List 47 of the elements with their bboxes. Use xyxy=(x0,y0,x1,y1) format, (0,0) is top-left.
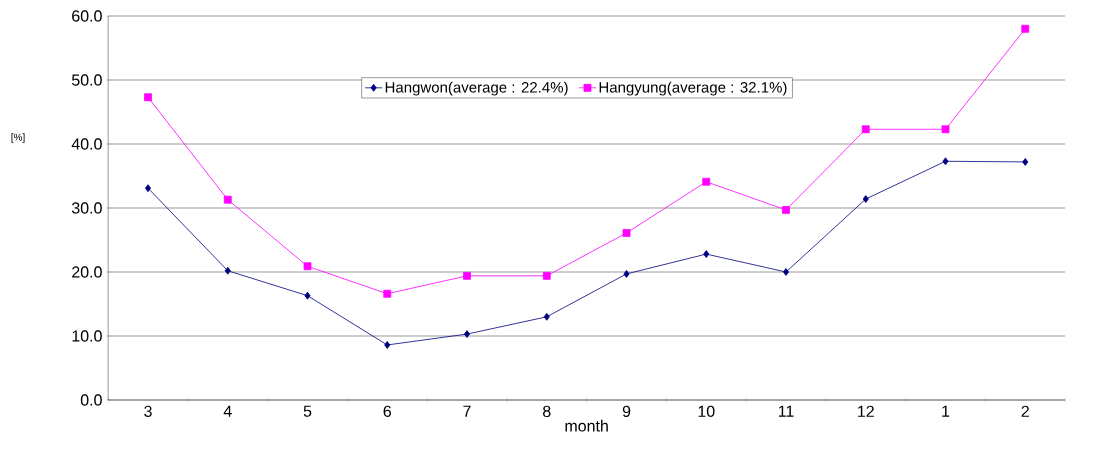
x-tick-label: 5 xyxy=(303,405,312,417)
point xyxy=(543,312,550,321)
legend-label: Hangwon(average : 22.4%) xyxy=(385,81,568,96)
point xyxy=(782,268,790,276)
point xyxy=(542,271,551,280)
x-tick-label: 4 xyxy=(223,405,232,417)
point xyxy=(861,125,870,134)
point xyxy=(463,271,471,280)
x-tick-label: 7 xyxy=(463,405,471,417)
point xyxy=(623,270,630,278)
x-tick-label: 9 xyxy=(622,405,631,417)
x-tick-label: 8 xyxy=(543,405,551,417)
x-tick-label: 11 xyxy=(778,405,794,417)
y-axis-title: [%] xyxy=(11,133,25,143)
point xyxy=(144,184,152,193)
point xyxy=(303,262,312,271)
x-tick-label: 1 xyxy=(942,405,950,417)
y-tick-label: 10.0 xyxy=(72,330,102,342)
legend-label: Hangyung(average : 32.1%) xyxy=(599,81,787,96)
point xyxy=(941,125,950,134)
point xyxy=(702,177,711,186)
point xyxy=(383,289,392,298)
point xyxy=(463,330,471,338)
point xyxy=(942,157,949,166)
x-tick-label: 2 xyxy=(1021,405,1029,417)
point xyxy=(703,250,710,258)
y-tick-label: 50.0 xyxy=(71,74,102,86)
point xyxy=(224,266,231,275)
y-tick-label: 30.0 xyxy=(71,202,102,214)
x-tick-label: 6 xyxy=(383,405,391,417)
point xyxy=(304,291,311,300)
x-tick-label: 3 xyxy=(144,405,152,417)
y-tick-label: 20.0 xyxy=(72,266,102,278)
point xyxy=(384,341,391,349)
point xyxy=(622,229,631,237)
point xyxy=(862,195,869,203)
point xyxy=(144,93,152,102)
y-tick-label: 0.0 xyxy=(80,394,102,406)
point xyxy=(223,195,232,204)
y-tick-label: 60.0 xyxy=(72,10,102,22)
point xyxy=(782,206,790,214)
x-tick-label: 12 xyxy=(858,405,874,417)
y-tick-label: 40.0 xyxy=(71,138,102,150)
x-axis-title: month xyxy=(565,419,608,432)
point xyxy=(1021,24,1030,33)
point xyxy=(1022,158,1029,166)
x-tick-label: 10 xyxy=(698,405,715,417)
